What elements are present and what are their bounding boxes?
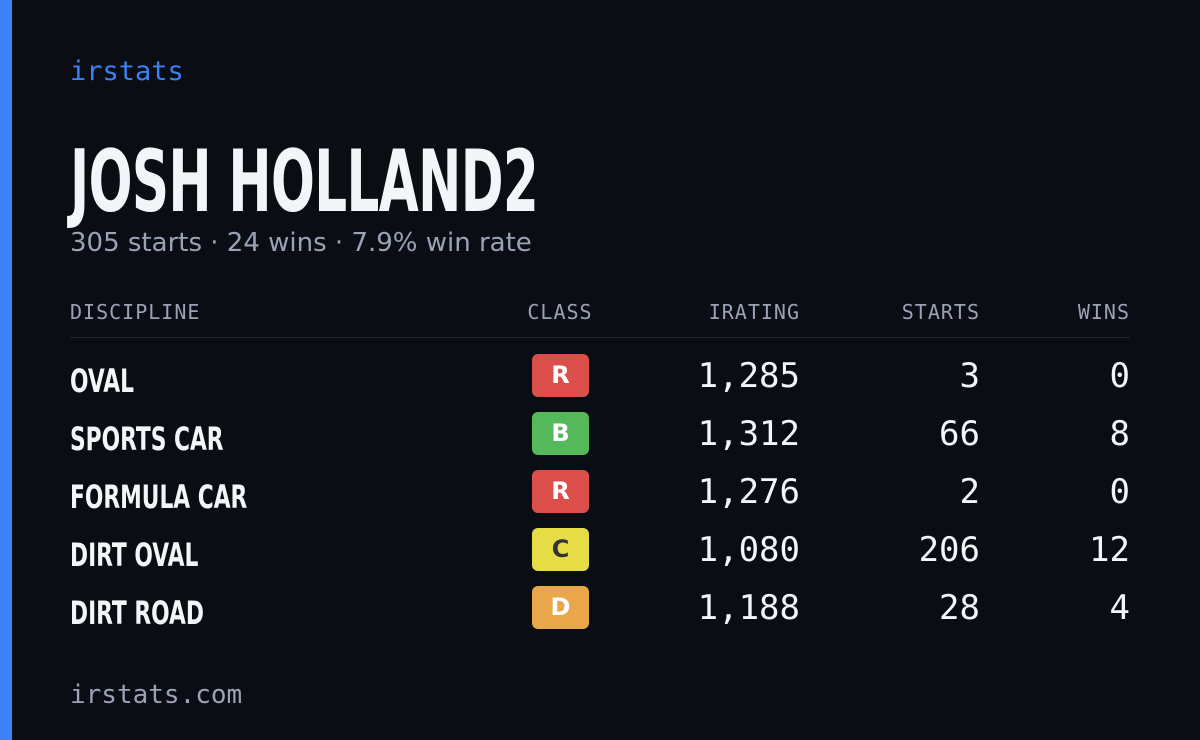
summary: 305 starts · 24 wins · 7.9% win rate [70, 228, 532, 258]
irating: 1,285 [697, 356, 800, 396]
discipline: OVAL [70, 362, 134, 400]
column-header: WINS [1077, 300, 1130, 324]
starts: 28 [939, 588, 980, 628]
class-badge: C [532, 528, 589, 571]
wins: 0 [1109, 356, 1130, 396]
column-header: STARTS [901, 300, 980, 324]
class-badge: B [532, 412, 589, 455]
starts: 3 [959, 356, 980, 396]
column-header: IRATING [708, 300, 800, 324]
wins: 12 [1089, 530, 1130, 570]
driver-name: JOSH HOLLAND2 [70, 132, 539, 232]
column-header: CLASS [527, 300, 593, 324]
irating: 1,276 [697, 472, 800, 512]
class-badge: R [532, 354, 589, 397]
accent-bar [0, 0, 12, 740]
column-header: DISCIPLINE [70, 300, 201, 324]
discipline: DIRT OVAL [70, 536, 199, 574]
irating: 1,080 [697, 530, 800, 570]
irating: 1,188 [697, 588, 800, 628]
discipline: SPORTS CAR [70, 420, 224, 458]
irating: 1,312 [697, 414, 800, 454]
header-rule [70, 337, 1130, 338]
class-badge: R [532, 470, 589, 513]
starts: 206 [918, 530, 980, 570]
wins: 8 [1109, 414, 1130, 454]
discipline: FORMULA CAR [70, 478, 248, 516]
wins: 0 [1109, 472, 1130, 512]
starts: 66 [939, 414, 980, 454]
starts: 2 [959, 472, 980, 512]
wins: 4 [1109, 588, 1130, 628]
class-badge: D [532, 586, 589, 629]
footer-url: irstats.com [70, 680, 243, 710]
brand: irstats [70, 56, 184, 87]
discipline: DIRT ROAD [70, 594, 204, 632]
